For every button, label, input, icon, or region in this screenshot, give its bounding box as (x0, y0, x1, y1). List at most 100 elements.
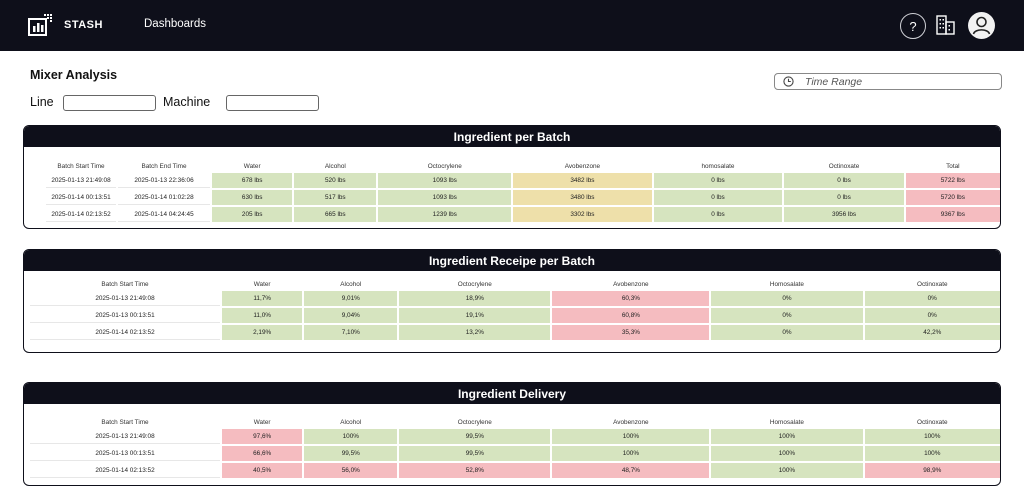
line-filter-input[interactable] (63, 95, 156, 111)
ingredient-delivery-table: Batch Start Time Water Alcohol Octocryle… (28, 414, 1000, 480)
value-cell: 9,01% (304, 291, 398, 306)
value-cell: 40,5% (222, 463, 303, 478)
column-header: Homosalate (769, 419, 804, 426)
user-avatar[interactable] (968, 12, 995, 39)
value-cell: 3956 lbs (784, 207, 904, 222)
value-cell: 520 lbs (294, 173, 377, 188)
value-cell: 13,2% (399, 325, 551, 340)
brand-name: STASH (64, 19, 103, 31)
nav-dashboards-link[interactable]: Dashboards (144, 18, 207, 30)
value-cell: 0 lbs (653, 173, 783, 188)
column-header: Water (243, 163, 261, 170)
value-cell: 42,2% (864, 325, 1000, 340)
batch-end-time-cell: 2025-01-14 01:02:28 (118, 190, 210, 205)
time-range-picker[interactable]: Time Range (774, 73, 1002, 90)
column-header: Alcohol (324, 163, 346, 170)
help-icon: ? (909, 18, 917, 34)
value-cell: 48,7% (552, 463, 710, 478)
value-cell: 0% (711, 325, 863, 340)
column-header: Octinoxate (916, 419, 948, 426)
stash-logo-icon (28, 14, 52, 36)
value-cell: 100% (711, 429, 863, 444)
batch-start-time-cell: 2025-01-14 02:13:52 (30, 463, 220, 478)
panel-title: Ingredient per Batch (24, 126, 1000, 147)
table-row: 2025-01-13 21:49:08 2025-01-13 22:36:06 67… (46, 173, 1000, 188)
value-cell: 665 lbs (294, 207, 377, 222)
table-header-row: Batch Start Time Batch End Time Water Al… (46, 160, 1000, 171)
column-header: Water (253, 419, 271, 426)
value-cell: 100% (552, 446, 710, 461)
table-row: 2025-01-14 02:13:52 40,5% 56,0% 52,8% 48,7% 1… (30, 463, 1000, 478)
time-range-placeholder: Time Range (805, 75, 863, 88)
value-cell: 9367 lbs (905, 207, 1000, 222)
value-cell: 7,10% (304, 325, 398, 340)
batch-end-time-cell: 2025-01-14 04:24:45 (118, 207, 210, 222)
value-cell: 100% (711, 463, 863, 478)
column-header: Homosalate (769, 281, 804, 288)
value-cell: 678 lbs (212, 173, 293, 188)
panel-title: Ingredient Receipe per Batch (24, 250, 1000, 271)
value-cell: 100% (304, 429, 398, 444)
table-row: 2025-01-13 21:49:08 11,7% 9,01% 18,9% 60,3% 0… (30, 291, 1000, 306)
value-cell: 11,0% (222, 308, 303, 323)
batch-end-time-cell: 2025-01-13 22:36:06 (118, 173, 210, 188)
value-cell: 517 lbs (294, 190, 377, 205)
value-cell: 35,3% (552, 325, 710, 340)
batch-start-time-cell: 2025-01-14 02:13:52 (30, 325, 220, 340)
ingredient-per-batch-panel: Ingredient per Batch Batch Start Time Ba… (23, 125, 1001, 229)
value-cell: 3482 lbs (513, 173, 652, 188)
column-header: Batch Start Time (101, 419, 149, 426)
value-cell: 0 lbs (653, 207, 783, 222)
value-cell: 2,19% (222, 325, 303, 340)
value-cell: 66,6% (222, 446, 303, 461)
batch-start-time-cell: 2025-01-13 21:49:08 (30, 429, 220, 444)
table-row: 2025-01-14 02:13:52 2,19% 7,10% 13,2% 35,3% 0… (30, 325, 1000, 340)
value-cell: 60,8% (552, 308, 710, 323)
value-cell: 0% (711, 308, 863, 323)
column-header: Avobenzone (613, 419, 649, 426)
table-row: 2025-01-13 21:49:08 97,6% 100% 99,5% 100% 100… (30, 429, 1000, 444)
value-cell: 0 lbs (653, 190, 783, 205)
column-header: Batch Start Time (101, 281, 149, 288)
value-cell: 1239 lbs (378, 207, 512, 222)
table-header-row: Batch Start Time Water Alcohol Octocryle… (30, 416, 1000, 427)
value-cell: 99,5% (399, 446, 551, 461)
value-cell: 100% (711, 446, 863, 461)
help-button[interactable]: ? (900, 13, 926, 39)
batch-start-time-cell: 2025-01-14 02:13:52 (46, 207, 116, 222)
batch-start-time-cell: 2025-01-14 00:13:51 (46, 190, 116, 205)
value-cell: 5722 lbs (905, 173, 1000, 188)
machine-filter-input[interactable] (226, 95, 319, 111)
column-header: Water (253, 281, 271, 288)
table-row: 2025-01-14 02:13:52 2025-01-14 04:24:45 20… (46, 207, 1000, 222)
value-cell: 1093 lbs (378, 190, 512, 205)
column-header: Alcohol (340, 419, 362, 426)
column-header: homosalate (701, 163, 735, 170)
top-navbar: STASH Dashboards ? (0, 0, 1024, 51)
column-header: Avobenzone (564, 163, 601, 170)
line-filter-label: Line (30, 95, 54, 109)
value-cell: 0% (864, 308, 1000, 323)
value-cell: 0 lbs (784, 173, 904, 188)
column-header: Total (946, 163, 960, 170)
value-cell: 97,6% (222, 429, 303, 444)
value-cell: 11,7% (222, 291, 303, 306)
panel-title: Ingredient Delivery (24, 383, 1000, 404)
value-cell: 18,9% (399, 291, 551, 306)
column-header: Avobenzone (613, 281, 649, 288)
brand[interactable]: STASH (28, 13, 103, 37)
column-header: Octinoxate (916, 281, 948, 288)
column-header: Octocrylene (427, 163, 462, 170)
value-cell: 1093 lbs (378, 173, 512, 188)
batch-start-time-cell: 2025-01-13 21:49:08 (46, 173, 116, 188)
column-header: Octocrylene (457, 419, 492, 426)
building-icon[interactable] (935, 14, 957, 36)
column-header: Batch Start Time (57, 163, 105, 170)
ingredient-per-batch-table: Batch Start Time Batch End Time Water Al… (44, 158, 1000, 224)
page-title: Mixer Analysis (30, 68, 118, 82)
column-header: Alcohol (340, 281, 362, 288)
value-cell: 0% (864, 291, 1000, 306)
value-cell: 52,8% (399, 463, 551, 478)
value-cell: 100% (552, 429, 710, 444)
value-cell: 56,0% (304, 463, 398, 478)
